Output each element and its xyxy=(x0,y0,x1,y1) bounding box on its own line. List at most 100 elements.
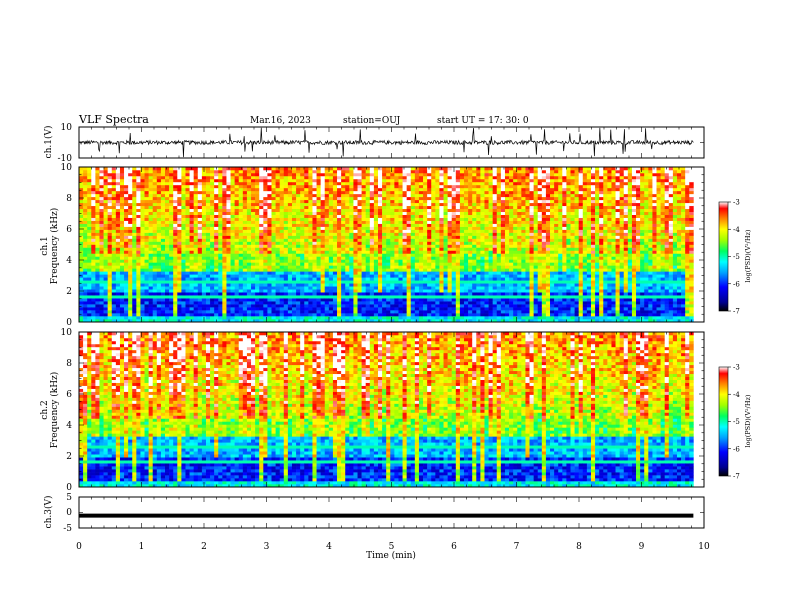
spectrogram-cell xyxy=(246,175,252,180)
spectrogram-cell xyxy=(320,187,326,192)
spectrogram-cell xyxy=(296,316,301,320)
spectrogram-cell xyxy=(423,217,428,221)
spectrogram-cell xyxy=(332,167,338,171)
spectrogram-cell xyxy=(308,253,313,257)
spectrogram-cell xyxy=(394,229,399,233)
spectrogram-cell xyxy=(107,247,113,251)
spectrogram-cell xyxy=(455,175,461,180)
spectrogram-cell xyxy=(169,181,174,186)
spectrogram-cell xyxy=(234,238,240,242)
spectrogram-cell xyxy=(177,172,182,177)
spectrogram-cell xyxy=(308,319,313,323)
spectrogram-cell xyxy=(320,292,326,296)
spectrogram-cell xyxy=(324,178,330,183)
spectrogram-cell xyxy=(79,187,84,192)
spectrogram-cell xyxy=(128,226,133,230)
spectrogram-cell xyxy=(320,247,326,251)
spectrogram-cell xyxy=(107,196,113,201)
spectrogram-cell xyxy=(361,310,367,314)
spectrogram-cell xyxy=(177,217,182,221)
spectrogram-cell xyxy=(316,289,321,293)
spectrogram-cell xyxy=(140,259,145,263)
spectrogram-cell xyxy=(365,172,371,177)
spectrogram-cell xyxy=(103,190,108,195)
spectrogram-cell xyxy=(312,217,317,221)
spectrogram-cell xyxy=(242,184,248,189)
spectrogram-cell xyxy=(394,244,399,248)
spectrogram-cell xyxy=(427,283,432,287)
spectrogram-cell xyxy=(144,169,149,174)
spectrogram-cell xyxy=(230,223,235,227)
spectrogram-cell xyxy=(353,214,358,218)
spectrogram-cell xyxy=(124,259,129,263)
spectrogram-cell xyxy=(267,247,272,251)
spectrogram-cell xyxy=(402,298,407,302)
spectrogram-cell xyxy=(132,295,137,299)
spectrogram-cell xyxy=(279,193,285,198)
spectrogram-cell xyxy=(185,289,190,293)
spectrogram-cell xyxy=(205,223,211,227)
spectrogram-cell xyxy=(201,235,207,239)
spectrogram-cell xyxy=(414,283,420,287)
spectrogram-cell xyxy=(193,235,199,239)
spectrogram-cell xyxy=(308,193,313,198)
spectrogram-cell xyxy=(165,253,170,257)
spectrogram-cell xyxy=(148,253,154,257)
spectrogram-cell xyxy=(132,250,137,254)
spectrogram-cell xyxy=(427,181,432,186)
spectrogram-cell xyxy=(357,187,362,192)
spectrogram-cell xyxy=(173,301,178,305)
spectrogram-cell xyxy=(87,196,92,201)
spectrogram-cell xyxy=(177,283,182,287)
spectrogram-cell xyxy=(246,250,252,254)
spectrogram-cell xyxy=(136,274,141,278)
spectrogram-cell xyxy=(246,274,252,278)
spectrogram-cell xyxy=(390,286,395,290)
spectrogram-cell xyxy=(353,250,358,254)
spectrogram-cell xyxy=(271,244,276,248)
spectrogram-cell xyxy=(369,217,375,221)
spectrogram-cell xyxy=(390,244,395,248)
spectrogram-cell xyxy=(291,217,297,221)
spectrogram-cell xyxy=(91,313,96,317)
spectrogram-cell xyxy=(390,307,395,311)
spectrogram-cell xyxy=(435,259,440,263)
station-label: station=OUJ xyxy=(343,116,401,126)
spectrogram-cell xyxy=(357,271,362,275)
spectrogram-cell xyxy=(255,250,260,254)
spectrogram-cell xyxy=(214,244,219,248)
spectrogram-cell xyxy=(111,271,117,275)
spectrogram-cell xyxy=(251,247,256,251)
spectrogram-cell xyxy=(382,175,387,180)
spectrogram-cell xyxy=(357,265,362,269)
spectrogram-cell xyxy=(119,187,125,192)
spectrogram-cell xyxy=(382,283,387,287)
spectrogram-cell xyxy=(349,259,354,263)
spectrogram-cell xyxy=(230,175,235,180)
spectrogram-cell xyxy=(222,313,227,317)
spectrogram-cell xyxy=(132,229,137,233)
spectrogram-cell xyxy=(410,202,416,207)
spectrogram-cell xyxy=(185,241,190,245)
spectrogram-cell xyxy=(263,187,268,192)
spectrogram-cell xyxy=(337,295,342,299)
spectrogram-cell xyxy=(103,265,108,269)
spectrogram-cell xyxy=(431,298,436,302)
spectrogram-cell xyxy=(169,244,174,248)
spectrogram-cell xyxy=(341,280,346,284)
spectrogram-cell xyxy=(316,250,321,254)
spectrogram-cell xyxy=(373,301,379,305)
spectrogram-cell xyxy=(353,256,358,260)
spectrogram-cell xyxy=(181,220,186,224)
spectrogram-cell xyxy=(246,238,252,242)
spectrogram-cell xyxy=(312,187,317,192)
spectrogram-cell xyxy=(353,199,358,204)
spectrogram-cell xyxy=(361,202,367,207)
spectrogram-cell xyxy=(103,232,108,236)
spectrogram-cell xyxy=(361,316,367,320)
spectrogram-cell xyxy=(394,313,399,317)
spectrogram-cell xyxy=(275,226,280,230)
spectrogram-cell xyxy=(443,310,448,314)
spectrogram-cell xyxy=(435,187,440,192)
spectrogram-cell xyxy=(136,226,141,230)
